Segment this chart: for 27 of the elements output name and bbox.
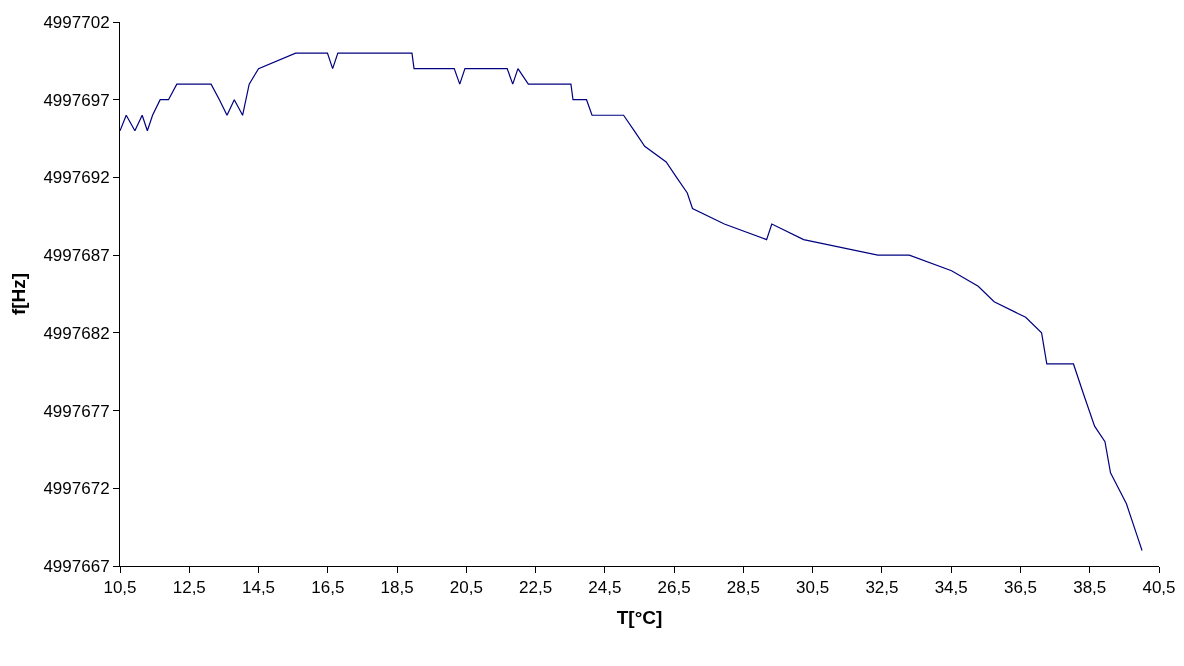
x-tick-label: 10,5	[103, 578, 137, 598]
x-tick-label: 34,5	[934, 578, 968, 598]
x-tick-label: 28,5	[726, 578, 760, 598]
x-tick-label: 38,5	[1073, 578, 1107, 598]
x-tick-label: 14,5	[241, 578, 276, 598]
x-tick-label: 36,5	[1003, 578, 1038, 598]
y-axis-title: f[Hz]	[8, 272, 30, 316]
x-tick-label: 30,5	[796, 578, 830, 598]
y-tick-label: 4997687	[43, 246, 110, 266]
x-tick-label: 18,5	[380, 578, 414, 598]
x-tick-label: 32,5	[865, 578, 899, 598]
y-tick-label: 4997682	[43, 323, 110, 343]
y-tick-label: 4997702	[43, 12, 110, 32]
x-tick-label: 12,5	[172, 578, 206, 598]
x-tick-label: 40,5	[1142, 578, 1176, 598]
y-tick-label: 4997692	[43, 168, 110, 188]
y-tick-label: 4997667	[43, 556, 110, 576]
y-tick-label: 4997697	[43, 90, 110, 110]
x-axis-title: T[°C]	[616, 607, 663, 629]
x-tick-label: 20,5	[449, 578, 483, 598]
x-tick-label: 16,5	[311, 578, 345, 598]
x-tick-label: 22,5	[519, 578, 553, 598]
y-tick-label: 4997677	[43, 401, 110, 421]
y-tick-label: 4997672	[43, 479, 110, 499]
x-tick-label: 26,5	[657, 578, 691, 598]
x-tick-label: 24,5	[588, 578, 622, 598]
line-series	[120, 52, 1143, 552]
